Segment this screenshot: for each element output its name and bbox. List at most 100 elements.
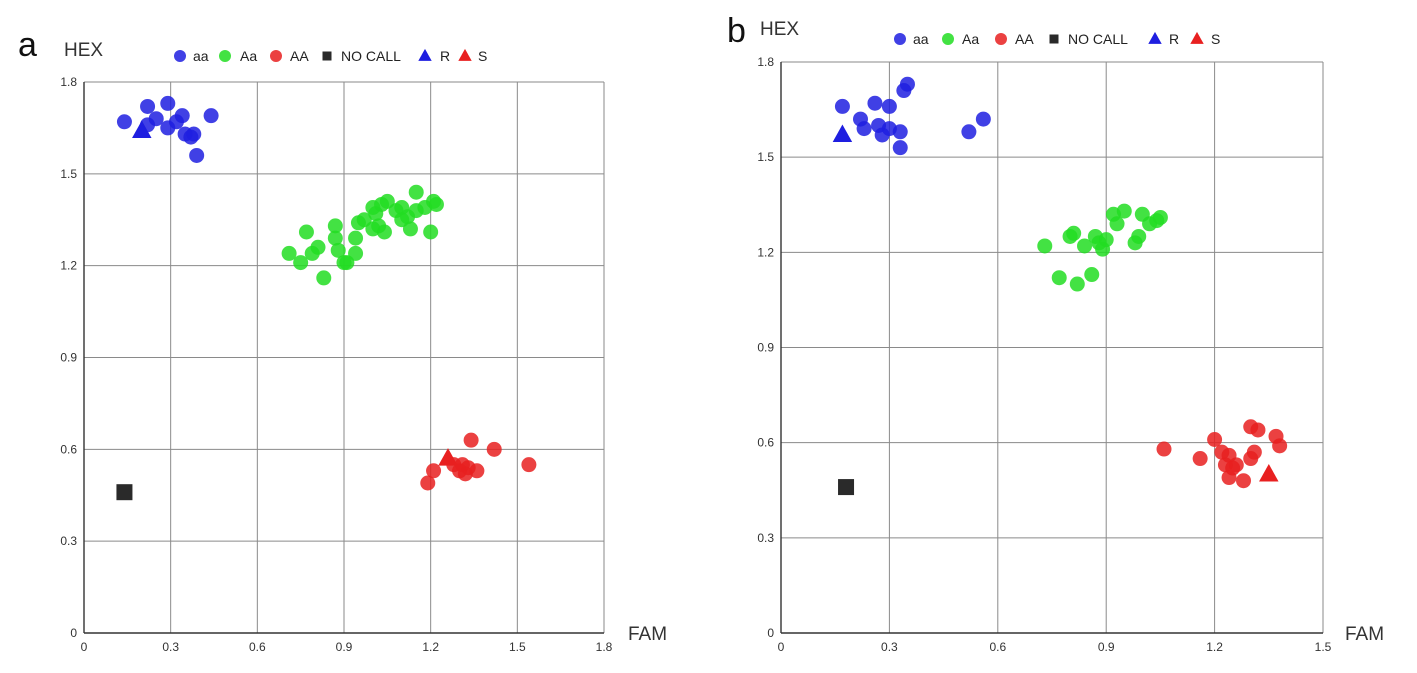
legend-label-aa: AA [1015, 31, 1034, 47]
y-tick-label: 0.9 [757, 341, 774, 355]
data-point [402, 221, 418, 237]
data-point [310, 239, 326, 255]
legend-marker-r [1148, 31, 1162, 44]
data-point [376, 224, 392, 240]
data-point [961, 124, 977, 140]
data-point [1250, 422, 1266, 438]
series-aa [1037, 203, 1168, 292]
data-point [1037, 238, 1053, 254]
legend-marker-no-call [322, 51, 332, 61]
legend-label-s: S [1211, 31, 1220, 47]
data-point [281, 245, 297, 261]
data-point [1259, 463, 1279, 482]
data-point [521, 457, 537, 473]
x-tick-label: 0.6 [249, 640, 266, 654]
scatter-panel-a: 0 0.3 0.6 0.9 1.2 1.5 1.8 0 0.3 0.6 0.9 1.2 1.5 1.8 a H… [18, 26, 667, 654]
data-point [834, 98, 850, 114]
scatter-panel-b: 0 0.3 0.6 0.9 1.2 1.5 0 0.3 0.6 0.9 1.2 1.5 1.8 b HEX F… [727, 12, 1384, 654]
legend-marker-s [1190, 31, 1204, 44]
data-point [348, 245, 364, 261]
y-tick-label: 1.8 [60, 75, 77, 89]
legend-marker-no-call [1049, 34, 1059, 44]
y-tick-label: 0.6 [757, 436, 774, 450]
data-point [469, 463, 485, 479]
legend-marker-aa [270, 50, 282, 62]
data-point [1098, 232, 1114, 248]
data-point [486, 441, 502, 457]
data-point [203, 108, 219, 124]
data-point [1236, 473, 1252, 489]
data-point [1152, 209, 1168, 225]
legend-marker-aa [894, 33, 906, 45]
data-point [186, 126, 202, 142]
data-point [330, 242, 346, 258]
data-point [892, 140, 908, 156]
x-tick-label: 1.8 [596, 640, 613, 654]
legend-marker-s [458, 48, 472, 61]
y-tick-label: 0 [767, 626, 774, 640]
legend-label-aa: aa [913, 31, 929, 47]
data-point [1272, 438, 1288, 454]
data-point [116, 114, 132, 130]
y-tick-label: 1.8 [757, 55, 774, 69]
data-point [423, 224, 439, 240]
series-aa [281, 184, 444, 286]
data-point [1077, 238, 1093, 254]
data-point [1084, 267, 1100, 283]
series-s [1259, 463, 1279, 482]
x-tick-label: 0.3 [162, 640, 179, 654]
data-point [116, 484, 133, 501]
y-tick-label: 1.5 [60, 167, 77, 181]
x-tick-label: 0.9 [336, 640, 353, 654]
x-tick-label: 0.6 [989, 640, 1006, 654]
x-tick-label: 0.9 [1098, 640, 1115, 654]
data-point [1192, 451, 1208, 467]
legend-marker-aa [174, 50, 186, 62]
x-axis-title: FAM [628, 624, 667, 645]
x-tick-label: 0 [81, 640, 88, 654]
data-point [975, 111, 991, 127]
series-r [832, 124, 853, 143]
x-tick-label: 1.5 [509, 640, 526, 654]
data-point [348, 230, 364, 246]
y-tick-label: 0 [70, 626, 77, 640]
data-point [148, 111, 164, 127]
y-tick-label: 0.6 [60, 442, 77, 456]
series-aa [116, 95, 219, 163]
legend-label-r: R [440, 48, 450, 64]
data-point [1109, 216, 1125, 232]
x-tick-label: 1.5 [1315, 640, 1332, 654]
panel-letter: b [727, 12, 746, 50]
legend-label-aa: Aa [962, 31, 979, 47]
data-point [426, 463, 442, 479]
data-point [463, 432, 479, 448]
data-point [174, 108, 190, 124]
y-tick-label: 0.3 [60, 534, 77, 548]
legend-marker-r [418, 48, 432, 61]
data-point [892, 124, 908, 140]
data-point [140, 98, 156, 114]
data-point [1156, 441, 1172, 457]
legend-label-aa: AA [290, 48, 309, 64]
data-point [428, 196, 444, 212]
y-axis-title: HEX [760, 19, 799, 40]
x-axis-title: FAM [1345, 624, 1384, 645]
y-tick-label: 0.3 [757, 531, 774, 545]
data-point [1228, 457, 1244, 473]
data-point [1131, 228, 1147, 244]
data-point [881, 98, 897, 114]
series-aa [834, 76, 991, 156]
data-point [298, 224, 314, 240]
data-point [838, 479, 855, 496]
data-point [327, 218, 343, 234]
legend-label-no-call: NO CALL [341, 48, 401, 64]
series-s [438, 448, 458, 466]
data-point [438, 448, 458, 466]
data-point [327, 230, 343, 246]
legend-label-no-call: NO CALL [1068, 31, 1128, 47]
data-point [316, 270, 332, 286]
data-point [1051, 270, 1067, 286]
data-point [293, 255, 309, 271]
panel-letter: a [18, 26, 37, 64]
